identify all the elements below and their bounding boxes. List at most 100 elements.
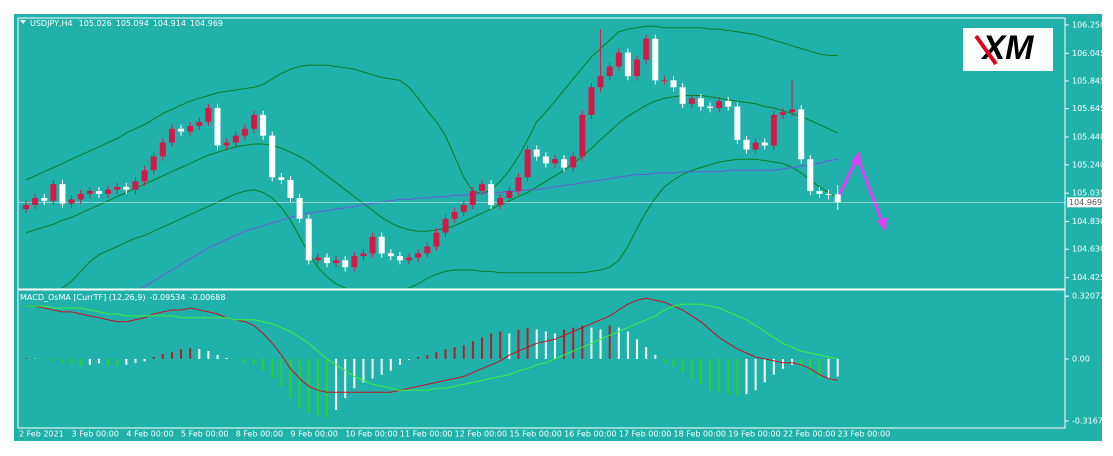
y-tick-label: 105.035 [1072, 189, 1105, 198]
open-readout: 105.026 [79, 19, 112, 28]
plot-frame [17, 17, 1066, 429]
candle-body [141, 170, 148, 182]
candle-body [378, 236, 385, 254]
candle-body [196, 121, 203, 126]
candle-body [789, 109, 796, 113]
collapse-icon[interactable] [20, 20, 26, 24]
logo-accent [974, 34, 998, 66]
candle-body [123, 186, 130, 190]
indicator-name: MACD_OsMA [CurrTF] (12,26,9) [20, 293, 146, 302]
last-price-label: 104.969 [1069, 198, 1102, 207]
candle-body [570, 156, 577, 168]
candle-body [360, 253, 367, 257]
y-tick-label: 106.045 [1072, 49, 1105, 58]
x-tick-label: 22 Feb 00:00 [783, 430, 835, 439]
candle-body [688, 98, 695, 104]
y-tick-label: 105.440 [1072, 133, 1105, 142]
candle-body [305, 218, 312, 261]
candle-body [451, 211, 458, 219]
y-tick-label: 106.250 [1072, 20, 1105, 29]
candle-body [424, 246, 431, 254]
x-tick-label: 4 Feb 00:00 [126, 430, 173, 439]
candle-body [624, 52, 631, 77]
candle-body [95, 191, 102, 194]
candle-body [597, 76, 604, 88]
macd-title: MACD_OsMA [CurrTF] (12,26,9) -0.09534 -0.0… [20, 293, 225, 302]
candle-body [114, 186, 121, 190]
candle-body [779, 112, 786, 115]
candle-body [168, 128, 175, 143]
arrow-down-head [877, 217, 887, 232]
candle-body [479, 184, 485, 192]
x-tick-label: 23 Feb 00:00 [838, 430, 890, 439]
candle-body [342, 260, 349, 268]
x-tick-label: 16 Feb 00:00 [564, 430, 616, 439]
candle-body [743, 139, 750, 150]
candle-body [351, 256, 358, 268]
candle-body [542, 156, 549, 164]
indicator-line [26, 303, 838, 391]
candle-body [387, 253, 394, 257]
indicator-line [61, 158, 838, 288]
candle-body [834, 194, 841, 203]
close-readout: 104.969 [190, 19, 223, 28]
main-title: USDJPY,H4 105.026 105.094 104.914 104.969 [30, 19, 223, 28]
arrow-up [836, 159, 858, 199]
candle-body [251, 114, 257, 129]
candle-body [497, 198, 504, 205]
candle-body [296, 198, 303, 219]
indicator-line [25, 25, 838, 195]
candle-body [59, 184, 66, 204]
candle-body [561, 159, 568, 168]
candle-body [460, 204, 467, 212]
y-tick-label: 0.00 [1072, 354, 1090, 363]
signal-readout: -0.00688 [189, 293, 225, 302]
candle-body [32, 198, 39, 205]
candle-body [770, 114, 777, 146]
forecast-arrows [836, 150, 887, 232]
candle-body [68, 199, 75, 204]
candle-body [825, 193, 832, 195]
candle-body [679, 87, 686, 104]
symbol: USDJPY,H4 [30, 19, 73, 28]
candle-body [369, 236, 376, 254]
candle-body [41, 198, 48, 201]
last-price-box [1067, 197, 1103, 208]
candle-body [615, 52, 622, 67]
x-tick-label: 8 Feb 00:00 [236, 430, 283, 439]
candle-body [488, 184, 495, 205]
candle-body [442, 218, 449, 233]
candle-body [187, 126, 194, 132]
x-tick-label: 10 Feb 00:00 [345, 430, 397, 439]
candle-body [697, 98, 704, 107]
high-readout: 105.094 [116, 19, 149, 28]
y-tick-label: 105.645 [1072, 104, 1105, 113]
candle-body [643, 38, 650, 60]
candle-body [23, 204, 29, 210]
y-tick-label: -0.31675 [1072, 416, 1108, 425]
candle-body [816, 191, 823, 194]
x-tick-label: 3 Feb 00:00 [72, 430, 119, 439]
candle-body [533, 149, 540, 157]
logo: XM [963, 28, 1053, 71]
y-tick-label: 104.630 [1072, 245, 1105, 254]
candle-body [670, 80, 677, 88]
candle-body [132, 181, 139, 190]
candle-body [761, 142, 768, 146]
y-tick-label: 0.32072 [1072, 292, 1105, 301]
candle-body [725, 101, 732, 107]
indicator-line [140, 158, 838, 288]
candle-body [260, 114, 267, 136]
candle-body [333, 260, 340, 264]
candle-body [314, 257, 321, 261]
x-tick-label: 9 Feb 00:00 [290, 430, 337, 439]
candle-body [551, 159, 558, 164]
candle-body [707, 106, 713, 108]
candle-body [223, 142, 230, 146]
candle-body [661, 80, 668, 82]
candle-body [396, 256, 403, 261]
candle-body [606, 66, 613, 77]
candle-body [150, 156, 157, 171]
logo-text: XM [981, 29, 1035, 67]
